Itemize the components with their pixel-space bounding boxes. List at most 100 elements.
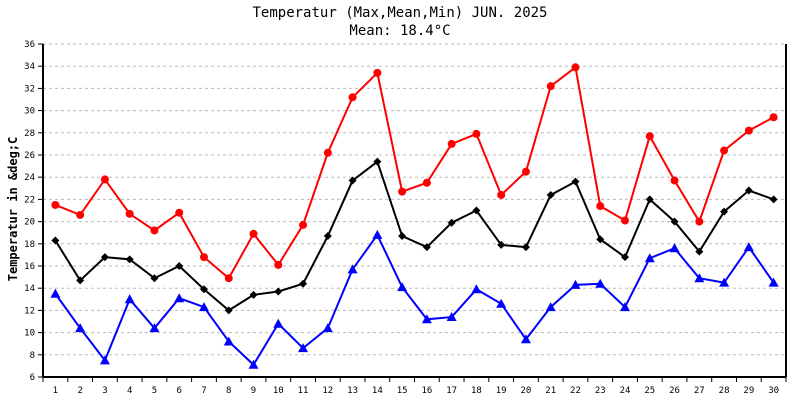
y-tick-label: 34: [24, 62, 35, 72]
max-point: [744, 126, 753, 135]
mean-point: [472, 206, 481, 215]
mean-point: [621, 253, 630, 262]
y-tick-label: 12: [24, 306, 35, 316]
mean-point: [645, 195, 654, 204]
x-tick-label: 19: [496, 386, 507, 396]
mean-point: [348, 176, 357, 185]
min-point: [620, 302, 631, 312]
max-point: [323, 148, 332, 157]
x-tick-label: 8: [226, 386, 231, 396]
x-tick-label: 24: [620, 386, 631, 396]
mean-point: [497, 240, 506, 249]
mean-point: [670, 217, 679, 226]
mean-point: [769, 195, 778, 204]
min-point: [298, 343, 309, 353]
mean-point: [546, 190, 555, 199]
max-point: [249, 229, 258, 238]
y-tick-label: 10: [24, 329, 35, 339]
min-point: [124, 294, 135, 304]
y-tick-label: 14: [24, 284, 35, 294]
min-point: [421, 314, 432, 324]
min-point: [248, 359, 259, 369]
min-point: [719, 277, 730, 287]
mean-point: [299, 279, 308, 288]
max-point: [150, 226, 159, 235]
min-point: [694, 273, 705, 283]
x-tick-label: 21: [545, 386, 556, 396]
mean-point: [744, 186, 753, 195]
min-point: [446, 312, 457, 322]
min-point: [223, 336, 234, 346]
max-point: [447, 139, 456, 148]
min-point: [174, 293, 185, 303]
mean-point: [249, 290, 258, 299]
x-tick-label: 22: [570, 386, 581, 396]
mean-point: [150, 274, 159, 283]
mean-point: [720, 207, 729, 216]
x-tick-label: 12: [322, 386, 333, 396]
min-point: [273, 318, 284, 328]
min-point: [99, 355, 110, 365]
y-tick-label: 20: [24, 218, 35, 228]
mean-point: [224, 306, 233, 315]
mean-series-line: [54, 160, 774, 312]
min-point: [372, 229, 383, 239]
x-tick-label: 27: [694, 386, 705, 396]
y-tick-label: 18: [24, 240, 35, 250]
mean-point: [571, 177, 580, 186]
x-tick-label: 30: [768, 386, 779, 396]
y-tick-label: 36: [24, 40, 35, 50]
x-tick-label: 4: [127, 386, 132, 396]
x-tick-label: 10: [273, 386, 284, 396]
min-point: [669, 243, 680, 253]
mean-point: [422, 243, 431, 252]
min-point: [768, 277, 779, 287]
mean-point: [175, 262, 184, 270]
max-point: [51, 200, 60, 209]
x-tick-label: 18: [471, 386, 482, 396]
x-tick-label: 2: [77, 386, 82, 396]
x-tick-label: 3: [102, 386, 107, 396]
max-point: [274, 260, 283, 269]
x-tick-label: 14: [372, 386, 383, 396]
x-tick-label: 16: [421, 386, 432, 396]
min-point: [198, 302, 209, 312]
max-point: [100, 175, 109, 184]
mean-point: [76, 276, 85, 285]
min-point: [50, 288, 61, 298]
x-tick-label: 6: [177, 386, 182, 396]
min-point: [75, 323, 86, 333]
max-point: [497, 190, 506, 199]
mean-point: [596, 235, 605, 244]
max-point: [348, 93, 357, 102]
min-point: [644, 253, 655, 263]
y-tick-label: 6: [30, 373, 35, 383]
mean-point: [125, 255, 134, 264]
max-point: [175, 208, 184, 217]
min-point: [545, 302, 556, 312]
x-tick-label: 13: [347, 386, 358, 396]
max-point: [125, 209, 134, 218]
mean-point: [199, 285, 208, 294]
mean-point: [373, 157, 382, 166]
min-point: [471, 284, 482, 294]
y-tick-label: 26: [24, 151, 35, 161]
x-tick-label: 7: [201, 386, 206, 396]
mean-point: [695, 247, 704, 256]
min-point: [595, 278, 606, 288]
x-tick-label: 5: [152, 386, 157, 396]
max-point: [472, 129, 481, 138]
x-tick-label: 9: [251, 386, 256, 396]
max-point: [645, 132, 654, 141]
x-tick-label: 1: [53, 386, 58, 396]
x-tick-label: 25: [644, 386, 655, 396]
max-point: [720, 146, 729, 155]
y-tick-label: 22: [24, 195, 35, 205]
mean-point: [274, 287, 283, 296]
max-point: [571, 63, 580, 72]
max-series-line: [55, 65, 775, 280]
max-point: [398, 187, 407, 196]
y-tick-label: 30: [24, 107, 35, 117]
x-tick-label: 11: [298, 386, 309, 396]
